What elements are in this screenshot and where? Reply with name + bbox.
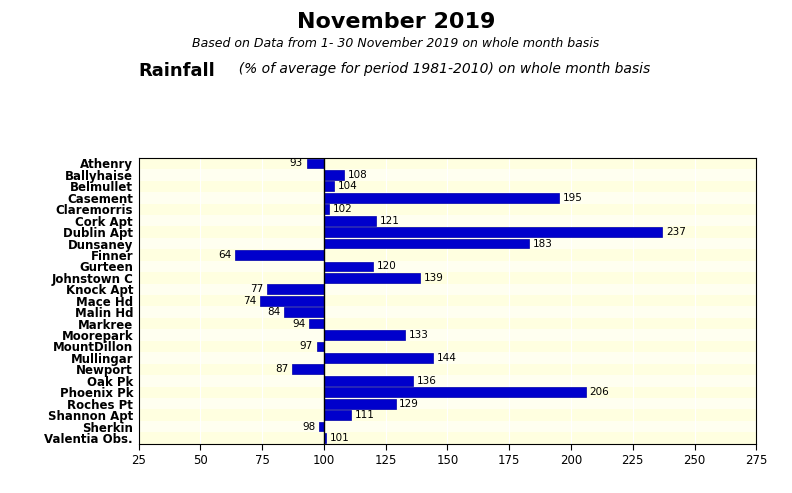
Bar	[324, 239, 529, 248]
Bar	[291, 364, 324, 374]
Text: 129: 129	[399, 399, 419, 409]
Bar	[139, 352, 756, 364]
Bar	[324, 205, 329, 214]
Bar	[324, 387, 586, 397]
Bar	[284, 307, 324, 317]
Bar	[139, 409, 756, 421]
Text: 93: 93	[290, 158, 303, 169]
Text: 98: 98	[302, 422, 315, 431]
Bar	[139, 341, 756, 352]
Text: 74: 74	[242, 296, 256, 306]
Bar	[139, 295, 756, 307]
Bar	[235, 250, 324, 260]
Bar	[139, 272, 756, 283]
Bar	[324, 273, 421, 282]
Text: 77: 77	[250, 284, 264, 294]
Bar	[139, 421, 756, 432]
Bar	[139, 307, 756, 318]
Bar	[139, 169, 756, 180]
Text: 97: 97	[299, 342, 313, 352]
Bar	[307, 159, 324, 168]
Bar	[139, 215, 756, 226]
Text: Rainfall: Rainfall	[139, 62, 215, 80]
Bar	[139, 204, 756, 215]
Text: (% of average for period 1981-2010) on whole month basis: (% of average for period 1981-2010) on w…	[230, 62, 650, 75]
Text: 120: 120	[377, 261, 397, 272]
Text: 121: 121	[379, 215, 399, 226]
Bar	[309, 319, 324, 328]
Bar	[139, 329, 756, 341]
Bar	[139, 398, 756, 409]
Text: 237: 237	[666, 227, 686, 237]
Bar	[319, 422, 324, 431]
Text: 101: 101	[330, 433, 350, 443]
Text: Based on Data from 1- 30 November 2019 on whole month basis: Based on Data from 1- 30 November 2019 o…	[192, 37, 600, 50]
Bar	[139, 249, 756, 261]
Bar	[324, 376, 413, 386]
Bar	[139, 158, 756, 169]
Text: 206: 206	[589, 387, 609, 397]
Bar	[324, 399, 395, 409]
Bar	[324, 193, 558, 203]
Bar	[324, 227, 662, 237]
Bar	[139, 432, 756, 444]
Text: 104: 104	[337, 181, 357, 191]
Bar	[260, 296, 324, 306]
Text: 133: 133	[409, 330, 429, 340]
Text: November 2019: November 2019	[297, 12, 495, 33]
Text: 144: 144	[436, 353, 456, 363]
Bar	[317, 342, 324, 352]
Text: 183: 183	[533, 239, 553, 248]
Text: 195: 195	[562, 193, 582, 203]
Bar	[324, 433, 326, 443]
Bar	[324, 170, 344, 180]
Bar	[139, 226, 756, 238]
Bar	[139, 261, 756, 272]
Bar	[139, 192, 756, 204]
Bar	[139, 318, 756, 329]
Bar	[267, 284, 324, 294]
Text: 87: 87	[275, 364, 288, 374]
Text: 84: 84	[268, 307, 280, 317]
Bar	[324, 410, 351, 420]
Text: 108: 108	[348, 170, 367, 180]
Bar	[139, 387, 756, 398]
Text: 102: 102	[333, 204, 352, 214]
Bar	[324, 262, 373, 271]
Text: 139: 139	[424, 273, 444, 283]
Bar	[324, 353, 432, 363]
Bar	[324, 181, 333, 191]
Bar	[139, 180, 756, 192]
Bar	[324, 330, 406, 340]
Bar	[139, 283, 756, 295]
Text: 64: 64	[218, 250, 231, 260]
Bar	[139, 364, 756, 375]
Text: 94: 94	[292, 318, 306, 329]
Text: 136: 136	[417, 376, 436, 386]
Text: 111: 111	[355, 410, 375, 420]
Bar	[324, 216, 376, 225]
Bar	[139, 375, 756, 387]
Bar	[139, 238, 756, 249]
